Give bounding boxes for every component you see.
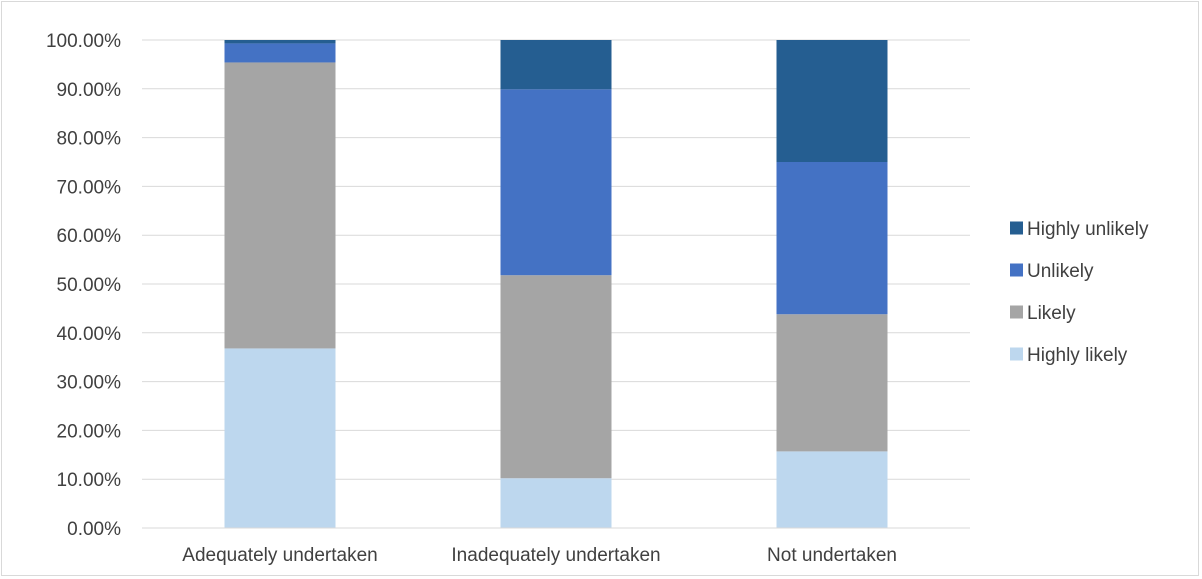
- bar-adequately-undertaken-unlikely: [224, 43, 336, 63]
- y-tick-label: 60.00%: [57, 226, 122, 247]
- y-tick-label: 0.00%: [67, 519, 121, 540]
- legend-label-highly-unlikely: Highly unlikely: [1027, 219, 1149, 240]
- legend-swatch-unlikely: [1010, 263, 1023, 277]
- y-tick-label: 70.00%: [57, 177, 122, 198]
- bar-adequately-undertaken-likely: [224, 62, 336, 349]
- legend-swatch-highly-likely: [1010, 347, 1023, 361]
- bar-not-undertaken-likely: [776, 314, 888, 452]
- y-tick-label: 30.00%: [57, 373, 122, 394]
- y-tick-label: 90.00%: [57, 80, 122, 101]
- bars: [224, 40, 888, 528]
- y-tick-label: 80.00%: [57, 129, 122, 150]
- bar-inadequately-undertaken-highly-unlikely: [500, 40, 612, 90]
- bar-adequately-undertaken-highly-unlikely: [224, 40, 336, 44]
- legend: Highly unlikely Unlikely Likely Highly like…: [1010, 219, 1149, 366]
- x-tick-label: Inadequately undertaken: [451, 545, 660, 566]
- legend-label-highly-likely: Highly likely: [1027, 345, 1128, 366]
- x-axis-tick-labels: Adequately undertaken Inadequately undert…: [182, 545, 897, 566]
- bar-not-undertaken-unlikely: [776, 162, 888, 315]
- y-tick-label: 10.00%: [57, 470, 122, 491]
- bar-inadequately-undertaken-unlikely: [500, 89, 612, 276]
- y-tick-label: 40.00%: [57, 324, 122, 345]
- legend-label-likely: Likely: [1027, 303, 1076, 324]
- y-tick-label: 20.00%: [57, 421, 122, 442]
- bar-not-undertaken-highly-unlikely: [776, 40, 888, 162]
- y-axis-tick-labels: 0.00% 10.00% 20.00% 30.00% 40.00% 50.00% 60.00…: [46, 31, 121, 540]
- y-tick-label: 100.00%: [46, 31, 121, 52]
- bar-inadequately-undertaken-likely: [500, 275, 612, 479]
- x-tick-label: Not undertaken: [767, 545, 897, 566]
- bar-inadequately-undertaken-highly-likely: [500, 478, 612, 528]
- y-tick-label: 50.00%: [57, 275, 122, 296]
- bar-adequately-undertaken-highly-likely: [224, 348, 336, 528]
- x-tick-label: Adequately undertaken: [182, 545, 377, 566]
- bar-not-undertaken-highly-likely: [776, 451, 888, 528]
- legend-swatch-likely: [1010, 305, 1023, 319]
- legend-swatch-highly-unlikely: [1010, 221, 1023, 235]
- legend-label-unlikely: Unlikely: [1027, 261, 1094, 282]
